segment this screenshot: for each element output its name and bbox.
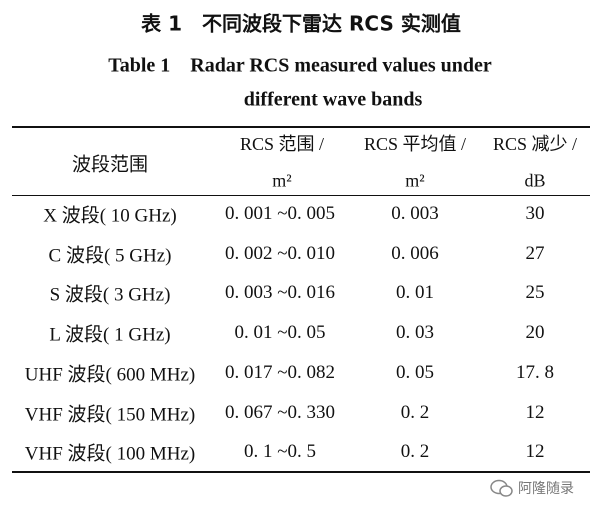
band-cell: VHF 波段( 100 MHz) — [24, 443, 196, 465]
header-unit: dB — [524, 170, 546, 191]
band-cell: UHF 波段( 600 MHz) — [24, 364, 196, 386]
value-cell: 0. 006 — [391, 242, 439, 264]
value-cell: 17. 8 — [516, 361, 554, 383]
header-cell: RCS 平均值 / — [363, 134, 467, 154]
value-cell: 0. 003 — [391, 203, 439, 224]
header-unit: m² — [272, 170, 292, 191]
value-cell: 20 — [525, 322, 545, 344]
value-cell: 0. 01 — [396, 282, 434, 304]
value-cell: 12 — [525, 441, 545, 463]
top-rule — [12, 126, 590, 128]
value-cell: 0. 2 — [400, 401, 430, 423]
header-cell: 波段范围 — [71, 154, 149, 176]
value-cell: 0. 002 ~0. 010 — [224, 242, 336, 264]
band-cell: VHF 波段( 150 MHz) — [24, 404, 196, 425]
header-cell: RCS 范围 / — [239, 134, 325, 154]
value-cell: 25 — [525, 282, 545, 304]
value-cell: 27 — [525, 242, 545, 264]
value-cell: 0. 2 — [400, 441, 430, 463]
band-cell: L 波段( 1 GHz) — [49, 324, 171, 346]
band-cell: S 波段( 3 GHz) — [49, 284, 171, 306]
table-title-en: different wave bands — [243, 88, 423, 111]
value-cell: 0. 001 ~0. 005 — [224, 203, 336, 224]
value-cell: 0. 067 ~0. 330 — [224, 401, 336, 423]
value-cell: 0. 003 ~0. 016 — [224, 282, 336, 304]
watermark: 阿隆随录 — [518, 481, 574, 497]
header-unit: m² — [405, 170, 425, 191]
value-cell: 0. 1 ~0. 5 — [243, 441, 317, 463]
watermark-icon — [490, 479, 513, 497]
header-cell: RCS 减少 / — [492, 134, 578, 154]
value-cell: 12 — [525, 401, 545, 423]
value-cell: 0. 05 — [396, 361, 434, 383]
header-rule — [12, 195, 590, 196]
value-cell: 30 — [525, 203, 545, 224]
table-title-en: Table 1 Radar RCS measured values under — [108, 54, 492, 77]
band-cell: X 波段( 10 GHz) — [43, 205, 177, 227]
value-cell: 0. 017 ~0. 082 — [224, 361, 336, 383]
table-title-zh: 表 1 不同波段下雷达 RCS 实测值 — [141, 11, 461, 36]
bottom-rule — [12, 471, 590, 473]
value-cell: 0. 03 — [396, 322, 434, 344]
value-cell: 0. 01 ~0. 05 — [234, 322, 326, 344]
band-cell: C 波段( 5 GHz) — [48, 245, 172, 267]
